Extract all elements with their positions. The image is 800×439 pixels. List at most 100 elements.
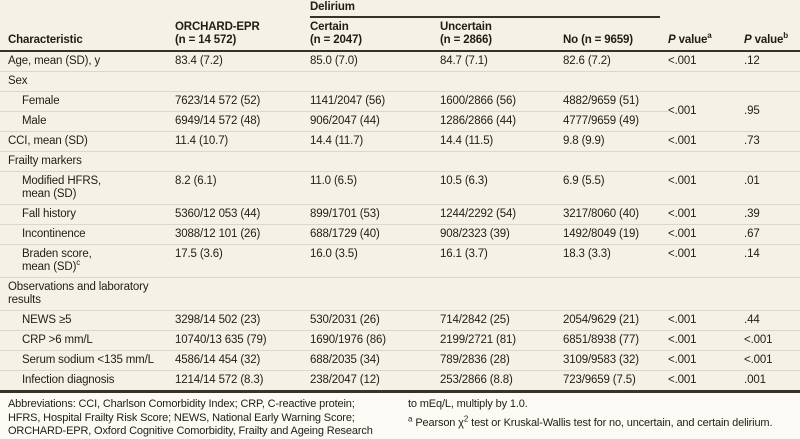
- row-label: Female: [0, 91, 175, 112]
- p-value-a-cell: <.001: [668, 224, 745, 245]
- p-sup-a: a: [707, 31, 712, 41]
- cell-value: 4882/9659 (51): [563, 91, 669, 112]
- p-value-a-cell: <.001: [668, 330, 745, 351]
- section-row: Frailty markers: [0, 151, 800, 172]
- cell-value: 906/2047 (44): [310, 111, 440, 132]
- table-row: Modified HFRS, mean (SD) 8.2 (6.1) 11.0 (6.…: [0, 171, 800, 205]
- p-value-a-cell: <.001: [668, 244, 745, 278]
- p-value-b-cell: .01: [744, 171, 800, 205]
- cell-value: 14.4 (11.7): [310, 131, 440, 152]
- cell-value: 4777/9659 (49): [563, 111, 669, 132]
- cell-value: 714/2842 (25): [440, 310, 563, 331]
- orchard-n: (n = 14 572): [175, 34, 237, 46]
- section-label: Sex: [0, 71, 800, 92]
- column-header-row: Characteristic ORCHARD-EPR (n = 14 572) C…: [0, 18, 800, 51]
- p-value-a-cell: <.001: [668, 350, 745, 371]
- p-value-b-cell: <.001: [744, 330, 800, 351]
- spanner-row: Delirium: [0, 0, 800, 18]
- footnotes-left-column: Abbreviations: CCI, Charlson Comorbidity…: [0, 398, 392, 439]
- cell-value: 2199/2721 (81): [440, 330, 563, 351]
- p-value-a-cell: <.001: [668, 171, 745, 205]
- cell-value: 6949/14 572 (48): [175, 111, 310, 132]
- row-label: Modified HFRS, mean (SD): [0, 171, 175, 205]
- cell-value: 908/2323 (39): [440, 224, 563, 245]
- row-label: Braden score, mean (SD)c: [0, 244, 175, 278]
- cell-value: 4586/14 454 (32): [175, 350, 310, 371]
- abbreviations-line-2: HFRS, Hospital Frailty Risk Score; NEWS,…: [8, 411, 355, 424]
- cell-value: 9.8 (9.9): [563, 131, 669, 152]
- cell-value: 530/2031 (26): [310, 310, 440, 331]
- cell-value: 5360/12 053 (44): [175, 204, 310, 225]
- cell-value: 1600/2866 (56): [440, 91, 563, 112]
- cell-value: 10740/13 635 (79): [175, 330, 310, 351]
- table-row: NEWS ≥5 3298/14 502 (23) 530/2031 (26) 714/…: [0, 310, 800, 331]
- cell-value: 1214/14 572 (8.3): [175, 374, 264, 386]
- col-header-pvalue-a: P valuea: [668, 18, 744, 51]
- abbreviations-line-3: ORCHARD-EPR, Oxford Cognitive Comorbidit…: [8, 425, 373, 437]
- table-body: Age, mean (SD), y 83.4 (7.2) 85.0 (7.0) 84.…: [0, 51, 800, 392]
- cell-value: 8.2 (6.1): [175, 171, 310, 205]
- cell-value: 11.0 (6.5): [310, 171, 440, 205]
- table-header: Delirium Characteristic ORCHARD-EPR (n = …: [0, 0, 800, 51]
- p-value-a-cell: <.001: [668, 91, 745, 132]
- conversion-note: to mEq/L, multiply by 1.0.: [408, 398, 528, 410]
- cell-value: 3298/14 502 (23): [175, 310, 310, 331]
- cell-value: 16.0 (3.5): [310, 244, 440, 278]
- cell-value: 83.4 (7.2): [175, 51, 310, 72]
- table-row: Serum sodium <135 mm/L 4586/14 454 (32) 68…: [0, 350, 800, 371]
- cell-value: 899/1701 (53): [310, 204, 440, 225]
- row-label: CCI, mean (SD): [0, 131, 175, 152]
- cell-value: 3217/8060 (40): [563, 204, 669, 225]
- characteristics-table: Delirium Characteristic ORCHARD-EPR (n = …: [0, 0, 800, 393]
- p-value-b-cell: .12: [744, 51, 800, 72]
- row-label: Infection diagnosis: [22, 374, 115, 386]
- p-italic: P: [668, 34, 676, 46]
- cell-value: 10.5 (6.3): [440, 171, 563, 205]
- p-rest: value: [675, 34, 708, 46]
- spanner-empty-left: [0, 0, 310, 18]
- footnote-a-text: Pearson χ: [415, 416, 464, 429]
- table-row: Fall history 5360/12 053 (44) 899/1701 (53…: [0, 204, 800, 225]
- p-value-a-cell: <.001: [668, 51, 745, 72]
- cell-value: 6.9 (5.5): [563, 171, 669, 205]
- section-label: Observations and laboratory results: [0, 277, 800, 311]
- cell-value: 1244/2292 (54): [440, 204, 563, 225]
- cell-value: 82.6 (7.2): [563, 51, 669, 72]
- table-row: CRP >6 mm/L 10740/13 635 (79) 1690/1976 (8…: [0, 330, 800, 351]
- row-label: Age, mean (SD), y: [0, 51, 175, 72]
- uncertain-n: (n = 2866): [440, 34, 492, 46]
- cell-value: 18.3 (3.3): [563, 244, 669, 278]
- p-value-b-cell: .44: [744, 310, 800, 331]
- p-sup-b: b: [783, 31, 789, 41]
- certain-n: (n = 2047): [310, 34, 362, 46]
- col-header-pvalue-b: P valueb: [744, 18, 800, 51]
- row-label: CRP >6 mm/L: [0, 330, 175, 351]
- p-value-a-cell: <.001: [668, 204, 745, 225]
- row-label: Serum sodium <135 mm/L: [0, 350, 175, 371]
- col-header-characteristic: Characteristic: [8, 34, 83, 46]
- p-value-a-cell: <.001: [668, 374, 697, 386]
- cell-value: 723/9659 (7.5): [563, 374, 636, 386]
- p-value-b-cell: .73: [744, 131, 800, 152]
- uncertain-label: Uncertain: [440, 21, 492, 33]
- table-row: Age, mean (SD), y 83.4 (7.2) 85.0 (7.0) 84.…: [0, 51, 800, 72]
- section-row: Observations and laboratory results: [0, 277, 800, 311]
- table-row: Infection diagnosis 1214/14 572 (8.3) 238/…: [0, 371, 800, 392]
- table-row: Male 6949/14 572 (48) 906/2047 (44) 1286/28…: [0, 111, 800, 132]
- cell-value: 14.4 (11.5): [440, 131, 563, 152]
- cell-value: 3109/9583 (32): [563, 350, 669, 371]
- table-row: CCI, mean (SD) 11.4 (10.7) 14.4 (11.7) 14.4…: [0, 131, 800, 152]
- p-value-b-cell: .67: [744, 224, 800, 245]
- p-value-b-cell: .001: [744, 374, 766, 386]
- cell-value: 688/2035 (34): [310, 350, 440, 371]
- certain-label: Certain: [310, 21, 349, 33]
- cell-value: 11.4 (10.7): [175, 131, 310, 152]
- col-header-orchard: ORCHARD-EPR (n = 14 572): [175, 18, 310, 51]
- cell-value: 688/1729 (40): [310, 224, 440, 245]
- footnote-a-marker: a: [408, 413, 413, 423]
- spanner-empty-right: [668, 0, 800, 18]
- cell-value: 6851/8938 (77): [563, 330, 669, 351]
- cell-value: 238/2047 (12): [310, 374, 380, 386]
- p-rest: value: [751, 34, 784, 46]
